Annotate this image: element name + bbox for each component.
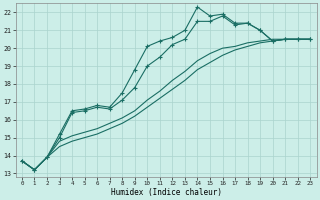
X-axis label: Humidex (Indice chaleur): Humidex (Indice chaleur) (111, 188, 221, 197)
